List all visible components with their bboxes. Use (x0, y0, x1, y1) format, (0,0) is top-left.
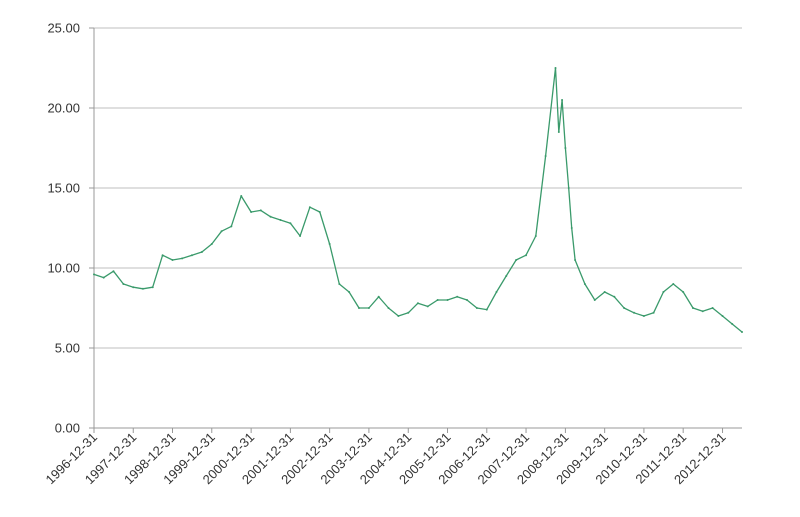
y-tick-label: 5.00 (55, 341, 80, 356)
data-point (554, 67, 557, 69)
data-point (701, 310, 704, 313)
data-point (250, 211, 253, 213)
data-point (662, 291, 665, 293)
data-point (397, 315, 400, 317)
data-point (367, 307, 370, 309)
data-point (564, 147, 567, 149)
data-point (570, 227, 573, 229)
data-point (691, 307, 694, 309)
data-point (200, 251, 203, 253)
data-point (318, 211, 321, 213)
data-point (161, 254, 164, 257)
data-point (102, 276, 105, 279)
data-point (613, 295, 616, 298)
data-point (230, 225, 233, 228)
data-point (623, 307, 626, 309)
data-point (190, 254, 193, 257)
y-tick-labels: 0.00 5.00 10.00 15.00 20.00 25.00 (47, 21, 94, 436)
data-point (426, 305, 429, 308)
data-point (485, 308, 488, 311)
data-point (141, 287, 144, 290)
data-point (652, 311, 655, 314)
data-point (731, 323, 734, 325)
data-point (259, 209, 262, 212)
data-point (348, 291, 351, 293)
y-tick-label: 20.00 (47, 101, 80, 116)
data-point (544, 155, 547, 157)
data-point (407, 311, 410, 314)
y-tick-label: 10.00 (47, 261, 80, 276)
data-point (299, 235, 302, 237)
data-point (583, 283, 586, 285)
data-point (122, 283, 125, 285)
data-point (672, 283, 675, 285)
data-point (132, 286, 135, 289)
data-point (741, 331, 743, 333)
horizontal-gridlines (94, 27, 742, 349)
data-point (525, 254, 528, 257)
data-point (436, 299, 439, 301)
data-point (505, 275, 508, 277)
data-point (557, 131, 560, 133)
data-point (475, 307, 478, 309)
data-point (289, 222, 292, 225)
data-point (465, 299, 468, 301)
data-point (220, 230, 223, 233)
data-point (446, 299, 449, 301)
x-tick-labels: 1996-12-311997-12-311998-12-311999-12-31… (42, 428, 729, 487)
data-point (308, 206, 311, 209)
data-point (456, 295, 459, 298)
data-points (93, 67, 743, 333)
data-point (387, 307, 390, 309)
data-point (171, 259, 174, 261)
data-point (711, 307, 714, 309)
y-tick-label: 15.00 (47, 181, 80, 196)
data-point (358, 307, 361, 309)
data-point (377, 295, 380, 298)
data-point (642, 315, 645, 317)
data-point (112, 270, 115, 273)
data-point (603, 291, 606, 293)
data-point (567, 187, 570, 189)
data-point (534, 235, 537, 237)
y-tick-label: 25.00 (47, 21, 80, 36)
data-point (721, 315, 724, 317)
data-point (593, 299, 596, 301)
data-point (93, 273, 95, 276)
data-point (682, 291, 685, 293)
data-point (561, 99, 564, 101)
data-point (338, 283, 341, 285)
data-point (151, 286, 154, 289)
data-point (279, 219, 282, 221)
data-point (240, 195, 243, 197)
data-point (181, 257, 184, 260)
data-point (633, 311, 636, 314)
chart-axes (93, 28, 742, 429)
data-point (269, 215, 272, 218)
data-point (328, 243, 331, 245)
data-point (515, 259, 518, 261)
data-point (210, 243, 213, 245)
data-point (495, 291, 498, 293)
data-point (416, 302, 419, 305)
data-point (574, 259, 577, 261)
y-tick-label: 0.00 (55, 421, 80, 436)
